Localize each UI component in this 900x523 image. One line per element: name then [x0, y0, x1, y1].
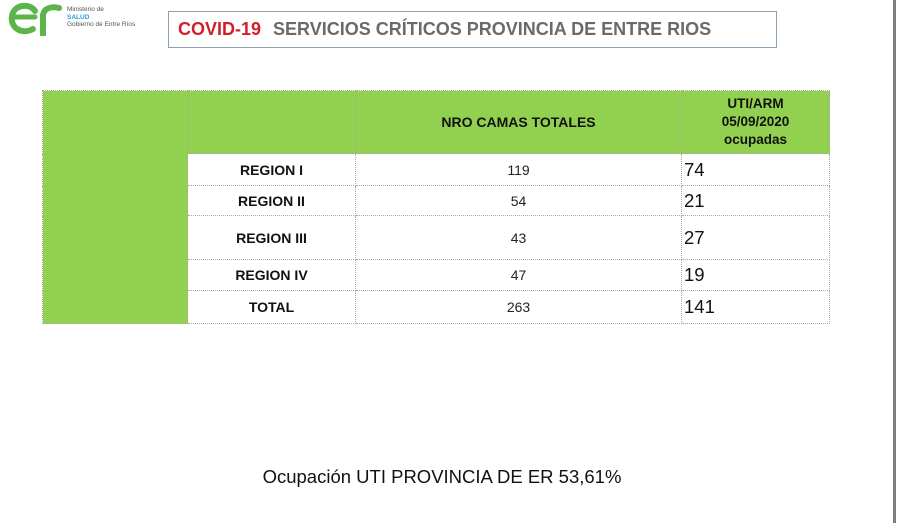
- er-logo-mark: [8, 2, 62, 36]
- row-region: REGION II: [187, 185, 356, 216]
- row-camas: 43: [355, 215, 682, 260]
- row-region: REGION IV: [187, 259, 356, 291]
- header-uti-line1: UTI/ARM: [727, 96, 784, 111]
- table-row: REGION II 54 21: [43, 185, 830, 216]
- row-ocupadas: 21: [681, 185, 830, 216]
- critical-services-table: NRO CAMAS TOTALES UTI/ARM 05/09/2020 ocu…: [42, 90, 830, 324]
- header-uti-line2: 05/09/2020: [721, 114, 790, 129]
- header-camas: NRO CAMAS TOTALES: [355, 90, 682, 154]
- title-prefix: COVID-19: [178, 19, 262, 39]
- table-row: REGION I 119 74: [43, 153, 830, 186]
- row-region: TOTAL: [187, 290, 356, 324]
- table-row-total: TOTAL 263 141: [43, 290, 830, 324]
- logo-line-ministerio: Ministerio de: [67, 6, 104, 13]
- header-region-cell: [187, 90, 356, 154]
- row-region: REGION III: [187, 215, 356, 260]
- row-ocupadas: 141: [681, 290, 830, 324]
- header-uti-line3: ocupadas: [723, 132, 788, 147]
- row-camas: 54: [355, 185, 682, 216]
- right-border-rule: [893, 0, 896, 523]
- row-camas: 47: [355, 259, 682, 291]
- logo-line-salud: SALUD: [67, 13, 90, 21]
- row-ocupadas: 19: [681, 259, 830, 291]
- table-row: REGION III 43 27: [43, 215, 830, 260]
- header-uti: UTI/ARM 05/09/2020 ocupadas: [681, 90, 830, 154]
- logo-text: Ministerio de SALUD Gobierno de Entre Rí…: [67, 6, 135, 29]
- table-row: REGION IV 47 19: [43, 259, 830, 291]
- row-camas: 263: [355, 290, 682, 324]
- occupancy-summary: Ocupación UTI PROVINCIA DE ER 53,61%: [262, 466, 622, 487]
- logo-line-gobierno: Gobierno de Entre Ríos: [67, 21, 136, 28]
- row-camas: 119: [355, 153, 682, 186]
- row-ocupadas: 74: [681, 153, 830, 186]
- page-title: COVID-19 SERVICIOS CRÍTICOS PROVINCIA DE…: [168, 11, 777, 48]
- row-ocupadas: 27: [681, 215, 830, 260]
- green-side-band: [42, 90, 188, 324]
- ministerio-salud-logo: Ministerio de SALUD Gobierno de Entre Rí…: [8, 2, 178, 38]
- table-header-row: NRO CAMAS TOTALES UTI/ARM 05/09/2020 ocu…: [42, 90, 830, 324]
- row-region: REGION I: [187, 153, 356, 186]
- title-main: SERVICIOS CRÍTICOS PROVINCIA DE ENTRE RI…: [273, 19, 712, 39]
